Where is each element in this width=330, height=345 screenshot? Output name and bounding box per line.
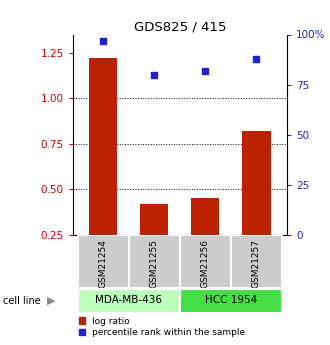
Bar [243, 131, 271, 235]
Text: GSM21256: GSM21256 [201, 239, 210, 288]
Text: GSM21254: GSM21254 [99, 239, 108, 288]
Bar [180, 235, 231, 288]
Bar [231, 235, 282, 288]
Text: ▶: ▶ [47, 296, 55, 306]
Title: GDS825 / 415: GDS825 / 415 [134, 20, 226, 33]
Text: cell line: cell line [3, 296, 41, 306]
Bar [89, 58, 117, 235]
Point [203, 68, 208, 73]
Bar [191, 198, 219, 235]
Text: MDA-MB-436: MDA-MB-436 [95, 296, 162, 305]
Text: GSM21257: GSM21257 [252, 239, 261, 288]
Bar [129, 235, 180, 288]
Bar [180, 289, 282, 313]
Bar [78, 235, 129, 288]
Point [152, 72, 157, 77]
Bar [78, 289, 180, 313]
Bar [140, 204, 168, 235]
Legend: log ratio, percentile rank within the sample: log ratio, percentile rank within the sa… [77, 315, 248, 339]
Point [254, 56, 259, 61]
Text: GSM21255: GSM21255 [150, 239, 159, 288]
Text: HCC 1954: HCC 1954 [205, 296, 257, 305]
Point [101, 38, 106, 43]
